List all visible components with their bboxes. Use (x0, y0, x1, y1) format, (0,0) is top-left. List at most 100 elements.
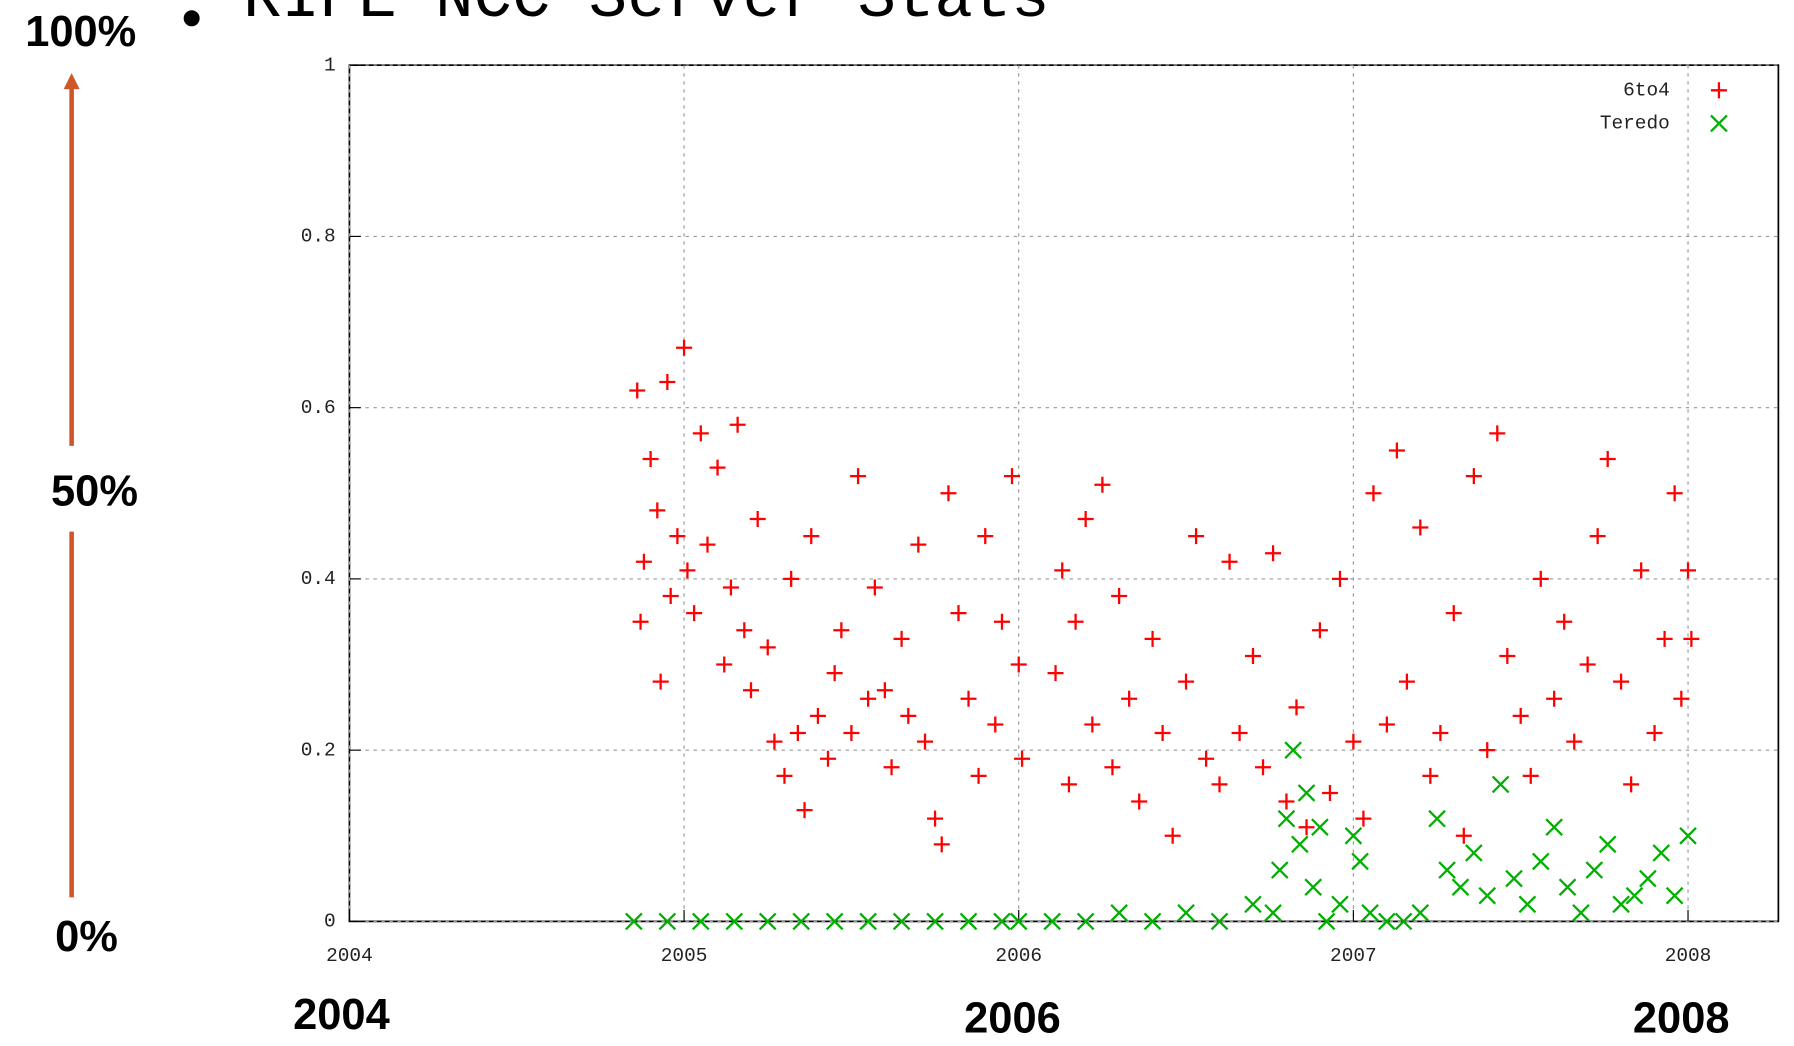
point (642, 451, 659, 468)
annotation: 2008 (1633, 994, 1730, 1042)
point (709, 459, 726, 476)
point (1094, 476, 1111, 493)
annotation: 50% (51, 467, 138, 515)
point (1317, 912, 1336, 931)
point (1131, 793, 1148, 810)
point (1014, 750, 1031, 767)
point (1010, 656, 1027, 673)
point (1652, 844, 1671, 862)
point (993, 912, 1011, 931)
point (1321, 784, 1338, 801)
legend-label: 6to4 (1623, 79, 1670, 101)
point (1566, 733, 1583, 750)
point (776, 767, 793, 784)
point (1665, 886, 1684, 905)
point (1144, 630, 1161, 647)
point (1432, 725, 1449, 742)
point (850, 468, 867, 485)
point (1394, 912, 1413, 931)
point (1198, 750, 1215, 767)
point (1297, 784, 1316, 802)
point (625, 912, 643, 931)
x-tick-label: 2005 (661, 945, 708, 967)
plot-frame (348, 64, 1780, 923)
point (1489, 425, 1506, 442)
point (926, 912, 944, 931)
point (1522, 767, 1539, 784)
point (1067, 613, 1084, 630)
point (1077, 510, 1094, 527)
point (1613, 673, 1630, 690)
point (686, 605, 703, 622)
y-tick-label: 0.8 (301, 226, 336, 248)
point (1365, 485, 1382, 502)
point (993, 613, 1010, 630)
point (691, 912, 710, 931)
point (635, 553, 652, 570)
point (809, 707, 826, 724)
point (729, 416, 746, 433)
point (940, 485, 957, 502)
point (1683, 630, 1700, 647)
point (1284, 741, 1302, 759)
point (1121, 690, 1138, 707)
point (789, 725, 806, 742)
point (792, 912, 811, 931)
point (1518, 895, 1537, 914)
point (1445, 605, 1462, 622)
annotation: 2006 (964, 994, 1061, 1042)
point (1612, 895, 1630, 914)
point (1110, 904, 1128, 922)
legend-label: Teredo (1600, 113, 1670, 135)
point (1043, 912, 1062, 931)
point (1599, 451, 1616, 468)
point (1178, 673, 1195, 690)
point (1143, 912, 1162, 931)
point (1388, 442, 1405, 459)
point (1558, 878, 1577, 896)
point (1545, 818, 1563, 837)
point (699, 536, 716, 553)
y-tick-label: 0.6 (301, 397, 336, 419)
point (833, 622, 850, 639)
point (659, 373, 676, 390)
point (1673, 690, 1690, 707)
point (1265, 545, 1282, 562)
point (1428, 809, 1446, 828)
point (819, 750, 836, 767)
point (766, 733, 783, 750)
point (1412, 519, 1429, 536)
point (759, 639, 776, 656)
point (960, 690, 977, 707)
point (1680, 562, 1697, 579)
point (1351, 852, 1369, 871)
point (1479, 742, 1496, 759)
point (970, 767, 987, 784)
annotation: 0% (55, 913, 118, 961)
point (1465, 468, 1482, 485)
point (900, 707, 917, 724)
point (629, 382, 646, 399)
point (1438, 861, 1456, 879)
point (743, 682, 760, 699)
point (676, 339, 693, 356)
point (1264, 904, 1282, 922)
point (1210, 912, 1229, 931)
point (1656, 630, 1673, 647)
point (859, 912, 877, 931)
point (987, 716, 1004, 733)
point (1047, 665, 1064, 682)
point (933, 836, 950, 853)
point (1331, 570, 1348, 587)
point (783, 570, 800, 587)
point (679, 562, 696, 579)
point (876, 682, 893, 699)
point (1546, 690, 1563, 707)
slide-title: RIPE NCC Server Stats (243, 0, 1050, 36)
bullet (183, 10, 200, 27)
point (1060, 776, 1077, 793)
point (1478, 886, 1497, 905)
point (1532, 570, 1549, 587)
